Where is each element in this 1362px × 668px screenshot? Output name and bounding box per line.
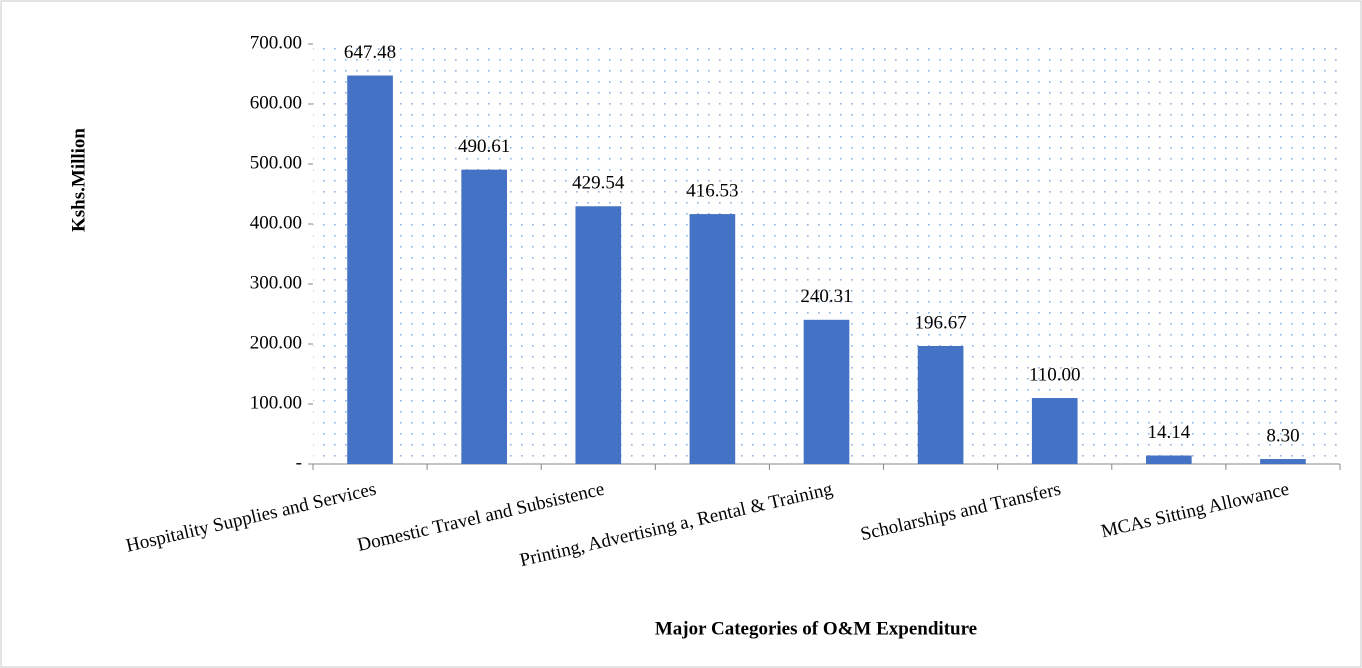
bar [803, 319, 850, 464]
bar [1031, 398, 1078, 464]
data-label: 8.30 [1266, 425, 1299, 446]
y-tick-label: 600.00 [250, 92, 302, 113]
data-label: 429.54 [572, 173, 625, 194]
y-tick-label: 200.00 [250, 332, 302, 353]
y-tick-label: - [296, 452, 302, 473]
bar [461, 169, 507, 464]
y-tick-label: 100.00 [250, 392, 302, 413]
data-label: 110.00 [1029, 364, 1081, 385]
bar [1260, 459, 1306, 464]
x-axis-title: Major Categories of O&M Expenditure [655, 618, 977, 639]
data-label: 14.14 [1147, 422, 1190, 443]
data-label: 416.53 [686, 180, 738, 201]
y-tick-label: 500.00 [250, 152, 302, 173]
data-label: 196.67 [914, 312, 966, 333]
data-label: 490.61 [458, 136, 510, 157]
bar [575, 206, 622, 464]
data-label: 240.31 [800, 286, 852, 307]
bar [917, 345, 964, 464]
bar [347, 75, 393, 465]
bar [689, 214, 736, 464]
bar [1146, 455, 1192, 464]
y-tick-label: 400.00 [250, 212, 302, 233]
y-tick-label: 300.00 [250, 272, 302, 293]
y-tick-label: 700.00 [250, 32, 302, 53]
data-label: 647.48 [344, 42, 396, 63]
y-axis-title: Kshs.Million [68, 128, 89, 232]
